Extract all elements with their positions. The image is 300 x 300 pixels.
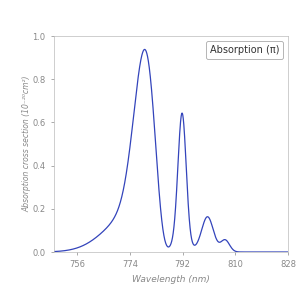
Absorption (π) (256, 250, 260, 254)
Absorption (π) (286, 250, 290, 254)
Legend: Absorption (π): Absorption (π) (206, 41, 283, 58)
Absorption (π) (79, 245, 83, 248)
Absorption (π) (282, 250, 285, 254)
Absorption (π) (143, 48, 146, 51)
Absorption (π) (93, 237, 96, 240)
Line: Absorption (π): Absorption (π) (54, 50, 288, 252)
Y-axis label: Absorption cross section (10⁻²⁰cm²): Absorption cross section (10⁻²⁰cm²) (22, 76, 31, 212)
Absorption (π) (142, 48, 146, 52)
X-axis label: Wavelength (nm): Wavelength (nm) (132, 275, 210, 284)
Absorption (π) (52, 250, 56, 253)
Absorption (π) (152, 118, 156, 122)
